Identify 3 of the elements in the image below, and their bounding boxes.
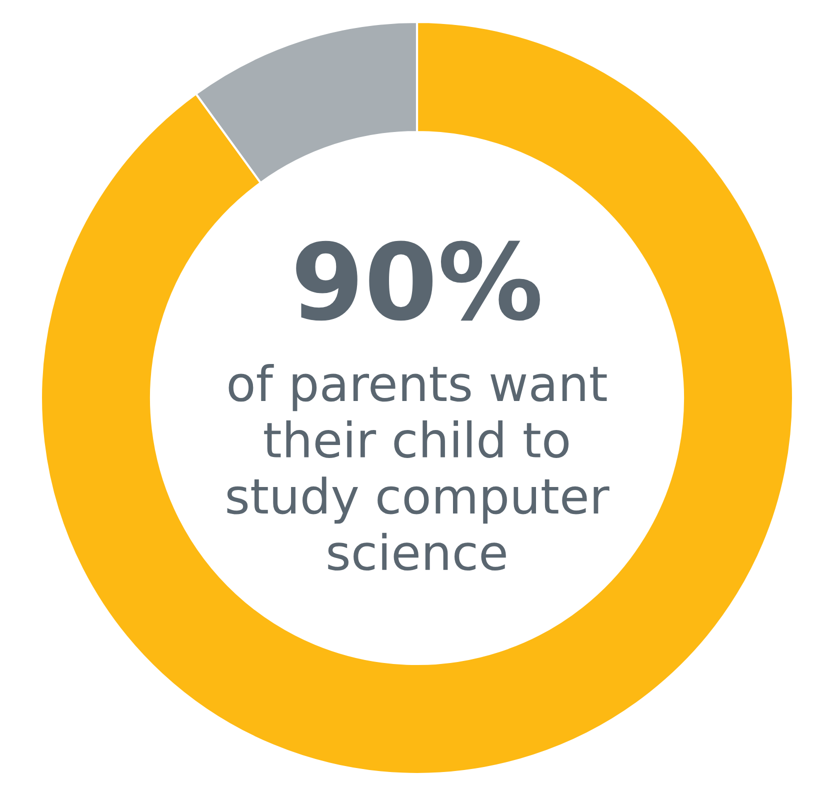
text: 90% [296, 240, 540, 321]
text: of parents want their child to study computer science [227, 364, 610, 571]
donut-slice [40, 20, 794, 776]
